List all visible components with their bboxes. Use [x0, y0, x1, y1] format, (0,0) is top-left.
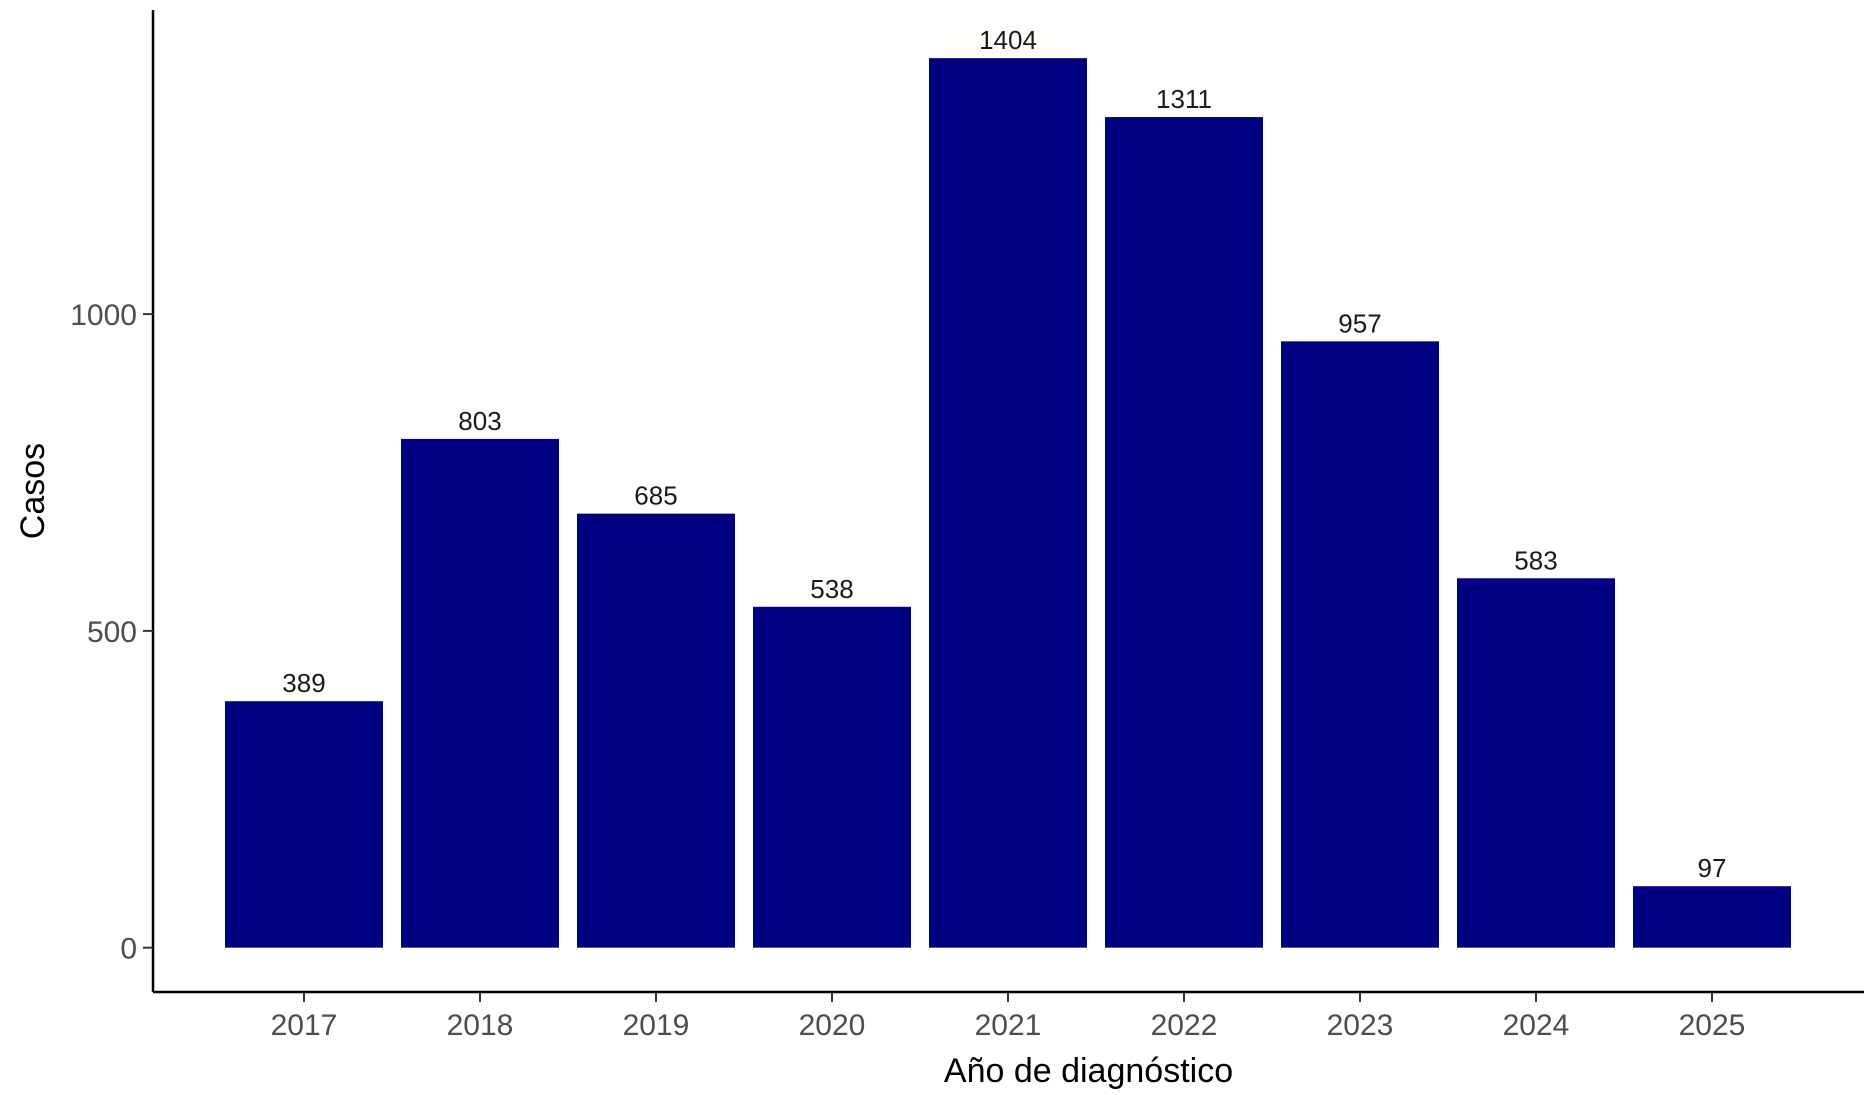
bar-2017 [225, 701, 383, 948]
y-tick-label-500: 500 [87, 616, 137, 649]
bar-value-label-2023: 957 [1338, 308, 1381, 338]
bar-value-label-2019: 685 [634, 481, 677, 511]
y-axis-title: Casos [14, 443, 52, 539]
bar-2020 [753, 606, 911, 948]
x-tick-label-2019: 2019 [623, 1009, 690, 1042]
bar-2025 [1633, 886, 1791, 948]
bar-value-label-2025: 97 [1698, 853, 1727, 883]
x-tick-label-2024: 2024 [1503, 1009, 1570, 1042]
bar-value-label-2020: 538 [810, 574, 853, 604]
x-tick-label-2022: 2022 [1151, 1009, 1218, 1042]
bar-value-label-2018: 803 [458, 406, 501, 436]
x-axis-title: Año de diagnóstico [944, 1052, 1233, 1090]
y-tick-label-0: 0 [120, 933, 137, 966]
x-tick-label-2025: 2025 [1679, 1009, 1746, 1042]
bar-labels-group: 389 803 685 538 1404 1311 957 583 97 [282, 25, 1726, 883]
bar-value-label-2022: 1311 [1156, 84, 1212, 114]
bar-value-label-2017: 389 [282, 668, 325, 698]
bar-2018 [401, 438, 559, 948]
bars-group [225, 58, 1791, 948]
bar-value-label-2024: 583 [1514, 545, 1557, 575]
x-tick-label-2020: 2020 [799, 1009, 866, 1042]
bar-value-label-2021: 1404 [979, 25, 1037, 55]
bar-2021 [929, 58, 1087, 948]
bar-2019 [577, 513, 735, 948]
bar-2022 [1105, 117, 1263, 948]
x-tick-label-2017: 2017 [271, 1009, 338, 1042]
x-tick-label-2018: 2018 [447, 1009, 514, 1042]
bar-2023 [1281, 341, 1439, 948]
x-axis: 2017 2018 2019 2020 2021 2022 2023 2024 2025 [153, 990, 1864, 1042]
y-axis: 0 500 1000 [70, 10, 155, 992]
x-tick-label-2021: 2021 [975, 1009, 1042, 1042]
bar-2024 [1457, 578, 1615, 948]
x-tick-label-2023: 2023 [1327, 1009, 1394, 1042]
y-tick-label-1000: 1000 [70, 299, 137, 332]
